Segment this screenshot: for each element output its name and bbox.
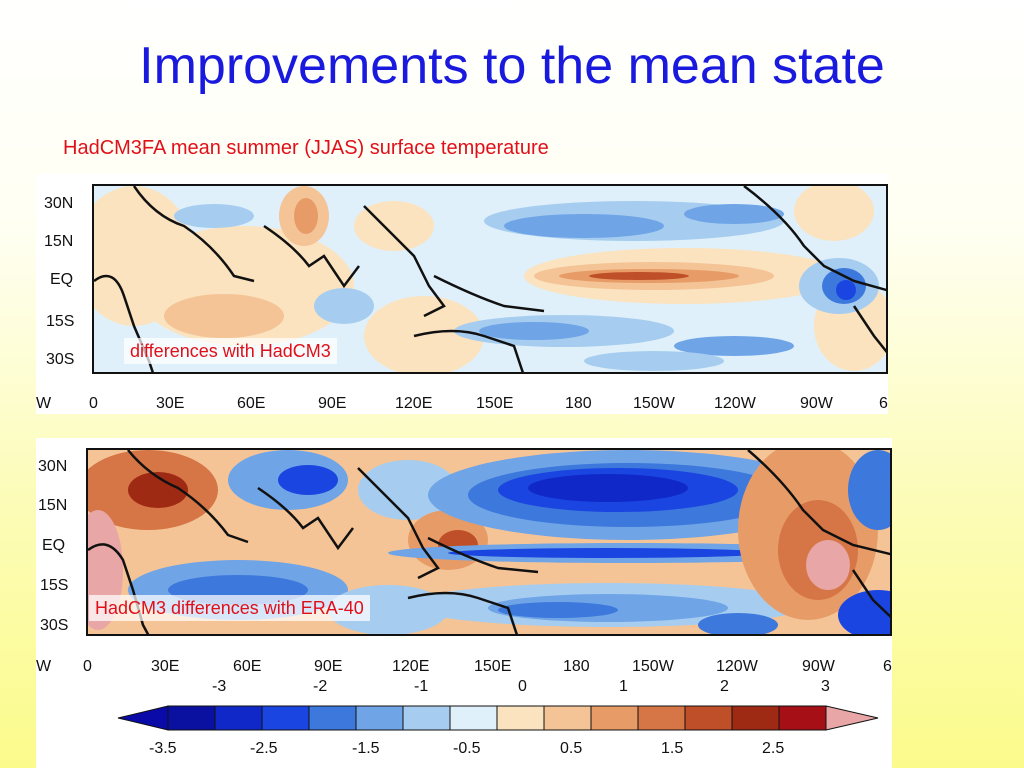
bottom-panel-annotation: HadCM3 differences with ERA-40 [89, 595, 370, 621]
lon-label: 0 [89, 395, 98, 412]
lat-label: 15N [38, 497, 68, 514]
colorbar-lower-label: 1.5 [661, 740, 684, 757]
colorbar-swatch [684, 705, 733, 731]
slide-subtitle: HadCM3FA mean summer (JJAS) surface temp… [63, 137, 549, 159]
colorbar-swatch [402, 705, 451, 731]
lon-label: 120E [395, 395, 433, 412]
colorbar-lower-label: -1.5 [352, 740, 380, 757]
colorbar-swatch [308, 705, 357, 731]
colorbar-upper-label: -3 [212, 678, 227, 695]
bottom-map-panel: 30N 15N EQ 15S 30S W 0 30E 60E 90E 120E … [36, 438, 892, 768]
colorbar-upper-label: 0 [518, 678, 527, 695]
lon-label: 180 [565, 395, 592, 412]
colorbar-lower-label: -0.5 [453, 740, 481, 757]
top-panel-annotation: differences with HadCM3 [124, 338, 337, 364]
lon-label: 90W [800, 395, 833, 412]
top-map-panel: 30N 15N EQ 15S 30S W 0 30E 60E 90E 120E … [36, 174, 888, 414]
lat-label: 30N [44, 195, 74, 212]
colorbar-swatch [731, 705, 780, 731]
lat-label: EQ [50, 271, 74, 288]
colorbar-upper-label: -1 [414, 678, 429, 695]
colorbar-swatch [543, 705, 592, 731]
lon-label: 120W [716, 658, 758, 675]
lon-label: W [36, 658, 52, 675]
colorbar-swatch [355, 705, 404, 731]
colorbar-high-arrow [825, 705, 879, 731]
colorbar-swatch [496, 705, 545, 731]
lon-label: 90E [314, 658, 343, 675]
lon-label: 150E [476, 395, 514, 412]
colorbar-upper-label: 2 [720, 678, 729, 695]
colorbar-lower-label: 2.5 [762, 740, 785, 757]
colorbar-upper-label: 1 [619, 678, 628, 695]
lon-label: 120E [392, 658, 430, 675]
lon-label: 150W [632, 658, 674, 675]
lon-label: 150W [633, 395, 675, 412]
colorbar-swatch [590, 705, 639, 731]
lon-label: 120W [714, 395, 756, 412]
colorbar-lower-label: -3.5 [149, 740, 177, 757]
colorbar [117, 705, 879, 731]
slide-title: Improvements to the mean state [139, 37, 885, 95]
lon-label: 90E [318, 395, 347, 412]
colorbar-swatch [637, 705, 686, 731]
lat-label: 30S [46, 351, 75, 368]
lon-label: W [36, 395, 52, 412]
lon-label: 30E [151, 658, 180, 675]
colorbar-swatch [778, 705, 827, 731]
colorbar-swatch [167, 705, 216, 731]
bottom-map-field [86, 448, 892, 636]
colorbar-upper-label: 3 [821, 678, 830, 695]
colorbar-lower-label: -2.5 [250, 740, 278, 757]
lat-label: 15N [44, 233, 74, 250]
colorbar-upper-label: -2 [313, 678, 328, 695]
colorbar-swatch [261, 705, 310, 731]
lon-label: 6 [879, 395, 888, 412]
lon-label: 6 [883, 658, 892, 675]
lon-label: 150E [474, 658, 512, 675]
lon-label: 30E [156, 395, 185, 412]
bottom-temperature-field [88, 450, 890, 634]
colorbar-lower-label: 0.5 [560, 740, 583, 757]
lat-label: 15S [46, 313, 75, 330]
lon-label: 90W [802, 658, 835, 675]
lat-label: EQ [42, 537, 66, 554]
lon-label: 60E [233, 658, 262, 675]
lon-label: 0 [83, 658, 92, 675]
lat-label: 30S [40, 617, 69, 634]
lat-label: 15S [40, 577, 69, 594]
colorbar-swatch [449, 705, 498, 731]
colorbar-low-arrow [117, 705, 169, 731]
lon-label: 180 [563, 658, 590, 675]
colorbar-swatch [214, 705, 263, 731]
lon-label: 60E [237, 395, 266, 412]
lat-label: 30N [38, 458, 68, 475]
